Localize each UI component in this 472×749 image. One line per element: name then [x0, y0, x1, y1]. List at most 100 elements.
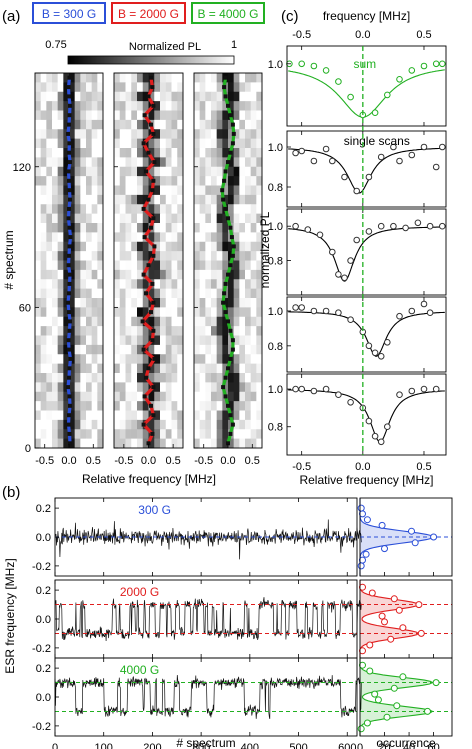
- esr-trace-point: [140, 319, 145, 324]
- esr-trace-point: [67, 347, 71, 352]
- histogram-point: [359, 647, 366, 655]
- heatmap-cell: [46, 166, 53, 177]
- heatmap-cell: [250, 419, 257, 430]
- heatmap-cell: [137, 354, 144, 365]
- heatmap-cell: [160, 166, 167, 177]
- spectrum-subplot-3: 0.81.0: [268, 208, 447, 296]
- heatmap-cell: [171, 344, 178, 355]
- heatmap-cell: [125, 335, 132, 346]
- heatmap-cell: [57, 176, 64, 186]
- heatmap-cell: [245, 269, 252, 280]
- heatmap-cell: [91, 316, 98, 327]
- heatmap-cell: [91, 223, 98, 233]
- heatmap-cell: [125, 438, 132, 449]
- heatmap-cell: [114, 110, 121, 121]
- heatmap-cell: [74, 241, 81, 252]
- heatmap-cell: [125, 326, 132, 336]
- heatmap-cell: [57, 213, 64, 224]
- heatmap-cell: [86, 298, 93, 308]
- heatmap-cell: [177, 129, 184, 140]
- heatmap-cell: [137, 288, 144, 299]
- heatmap-cell: [245, 213, 252, 224]
- heatmap-cell: [91, 391, 98, 402]
- heatmap-cell: [250, 241, 257, 252]
- heatmap-cell: [171, 335, 178, 346]
- heatmap-cell: [97, 269, 104, 280]
- heatmap-cell: [114, 176, 121, 186]
- heatmap-cell: [165, 185, 172, 196]
- heatmap-cell: [69, 82, 76, 93]
- heatmap-cell: [233, 260, 240, 271]
- data-point: [335, 391, 342, 399]
- x-tick-label: 0.0: [61, 455, 76, 467]
- heatmap-cell: [250, 363, 257, 374]
- heatmap-cell: [199, 129, 206, 140]
- heatmap-cell: [245, 429, 252, 440]
- heatmap-cell: [40, 232, 47, 243]
- heatmap-cell: [80, 410, 87, 421]
- heatmap-cell: [199, 326, 206, 336]
- esr-trace-point: [223, 94, 228, 99]
- heatmap-cell: [131, 419, 138, 430]
- esr-trace-point: [151, 300, 156, 305]
- heatmap-cell: [239, 194, 246, 205]
- heatmap-cell: [142, 101, 149, 111]
- heatmap-cell: [211, 176, 218, 186]
- heatmap-cell: [63, 91, 70, 102]
- heatmap-cell: [171, 185, 178, 196]
- heatmap-cell: [256, 204, 263, 215]
- data-point: [390, 143, 397, 151]
- heatmap-cell: [154, 373, 161, 383]
- heatmap-cell: [245, 185, 252, 196]
- heatmap-cell: [160, 401, 167, 411]
- y-tick-label: 0.8: [268, 182, 283, 194]
- heatmap-cell: [69, 344, 76, 355]
- heatmap-cell: [160, 176, 167, 186]
- heatmap-cell: [154, 176, 161, 186]
- heatmap-cell: [228, 166, 235, 177]
- heatmap-cell: [177, 157, 184, 168]
- esr-trace-point: [67, 75, 72, 80]
- heatmap-cell: [119, 148, 126, 158]
- heatmap-cell: [125, 401, 132, 411]
- heatmap-cell: [160, 232, 167, 243]
- y-tick-label: 120: [13, 162, 31, 174]
- heatmap-cell: [52, 110, 59, 121]
- hist-x-tick-label: 60: [427, 742, 439, 749]
- colorbar: [67, 55, 235, 65]
- heatmap-cell: [80, 204, 87, 215]
- spectrum-frame: [286, 296, 447, 373]
- heatmap-cell: [211, 148, 218, 158]
- heatmap-cell: [222, 157, 229, 168]
- heatmap-cell: [91, 213, 98, 224]
- heatmap-cell: [125, 316, 132, 327]
- data-point: [414, 219, 422, 227]
- heatmap-cell: [211, 129, 218, 140]
- heatmap-subplot-3: B = 4000 G-0.5 0.0 0.5: [191, 2, 265, 467]
- data-point: [304, 226, 312, 233]
- heatmap-cell: [233, 373, 240, 383]
- heatmap-cell: [46, 391, 53, 402]
- heatmap-cell: [148, 241, 155, 252]
- heatmap-cell: [46, 241, 53, 252]
- heatmap-cell: [239, 251, 246, 261]
- heatmap-cell: [205, 316, 212, 327]
- heatmap-cell: [228, 438, 235, 449]
- heatmap-cell: [142, 410, 149, 421]
- y-tick-label: -0.2: [32, 643, 51, 655]
- heatmap-cell: [171, 391, 178, 402]
- heatmap-cell: [46, 251, 53, 261]
- y-tick-label: -0.2: [32, 561, 51, 573]
- heatmap-cell: [63, 429, 70, 440]
- esr-trace-point: [226, 216, 230, 221]
- heatmap-cell: [222, 344, 229, 355]
- heatmap-cell: [199, 157, 206, 168]
- heatmap-cell: [63, 166, 70, 177]
- heatmap-cell: [52, 91, 59, 102]
- heatmap-cell: [177, 73, 184, 83]
- heatmap-cell: [233, 326, 240, 336]
- heatmap-cell: [250, 335, 257, 346]
- histogram-point: [363, 516, 371, 524]
- heatmap-cell: [256, 382, 263, 393]
